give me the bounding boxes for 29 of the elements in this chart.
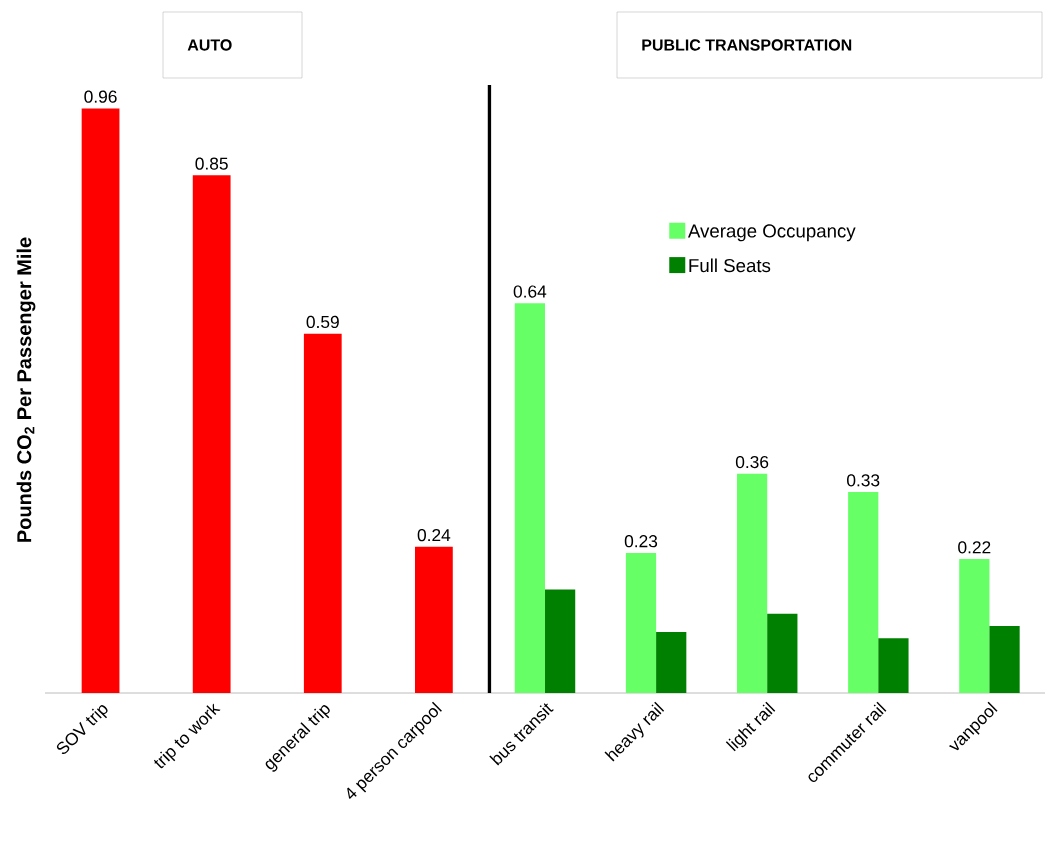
data-label: 0.24 xyxy=(417,528,451,542)
data-label: 0.96 xyxy=(84,90,117,103)
bar xyxy=(81,108,120,693)
data-label: 0.85 xyxy=(195,157,228,170)
data-label: 0.64 xyxy=(513,285,547,298)
bar xyxy=(848,492,879,693)
bar xyxy=(959,559,990,693)
y-axis-title: Pounds CO$_{2}$ Per Passenger Mile xyxy=(16,237,36,542)
bar xyxy=(625,552,657,693)
text: AUTO xyxy=(187,39,232,51)
legend-label: Average Occupancy xyxy=(687,224,856,242)
bar xyxy=(303,333,342,693)
legend-label: Full Seats xyxy=(689,258,771,273)
bar xyxy=(989,626,1020,693)
data-label: 0.23 xyxy=(624,535,658,548)
data-label: 0.22 xyxy=(958,541,991,554)
bar xyxy=(514,303,545,693)
bar xyxy=(545,589,576,693)
data-label: 0.33 xyxy=(847,474,880,487)
bar xyxy=(737,473,768,693)
text: PUBLIC TRANSPORTATION xyxy=(642,39,852,51)
bar xyxy=(656,632,687,693)
bar xyxy=(415,546,453,693)
bar xyxy=(192,175,231,693)
x-tick-label: light rail xyxy=(725,701,776,752)
bar xyxy=(767,613,798,693)
data-label: 0.36 xyxy=(735,455,769,469)
data-label: 0.59 xyxy=(306,315,339,329)
bar xyxy=(878,638,909,693)
